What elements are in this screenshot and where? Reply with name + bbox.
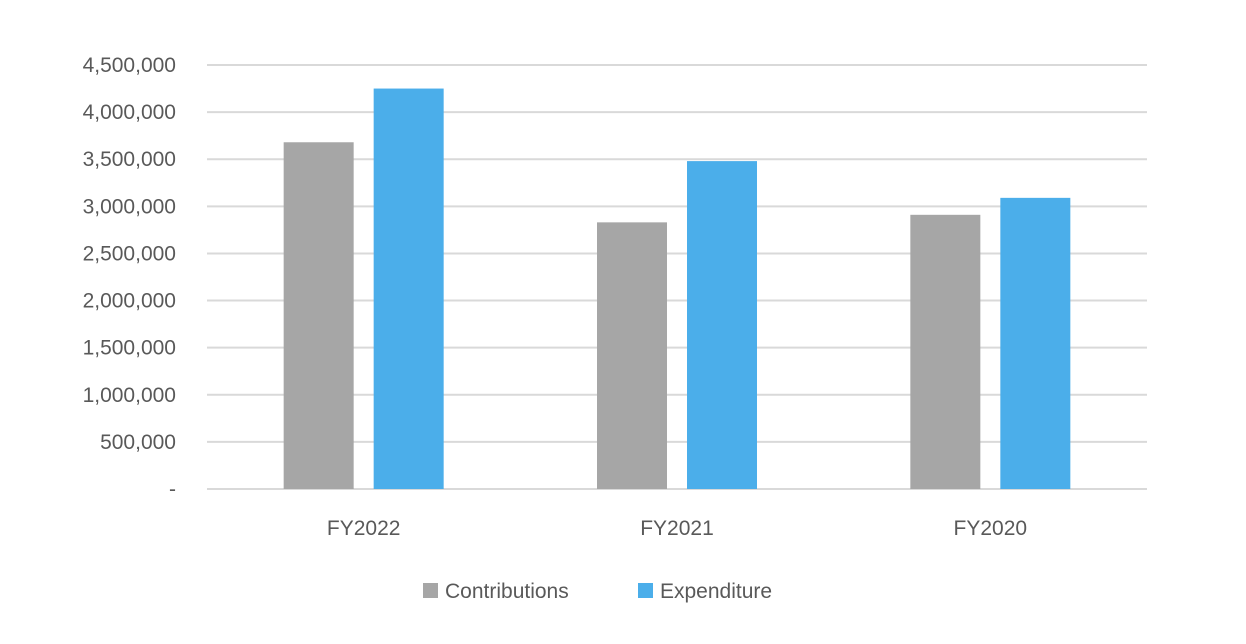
y-tick-label: 3,000,000: [83, 195, 176, 218]
bar-expenditure-fy2022: [373, 88, 444, 490]
x-axis-category-labels: FY2022 FY2021 FY2020: [327, 517, 1027, 540]
y-tick-label: 500,000: [100, 431, 176, 454]
y-tick-label: 1,000,000: [83, 384, 176, 407]
legend-swatch: [638, 583, 653, 598]
x-category-label: FY2020: [954, 517, 1028, 540]
legend-item-contributions[interactable]: Contributions: [423, 580, 569, 603]
legend-item-expenditure[interactable]: Expenditure: [638, 580, 772, 603]
bar-contributions-fy2021: [597, 222, 667, 489]
y-tick-label: 3,500,000: [83, 148, 176, 171]
gridlines: [207, 64, 1147, 490]
y-tick-label: 4,500,000: [83, 54, 176, 77]
bar-expenditure-fy2021: [687, 161, 757, 489]
x-category-label: FY2022: [327, 517, 401, 540]
legend-swatch: [423, 583, 438, 598]
bar-contributions-fy2020: [910, 214, 981, 489]
legend[interactable]: Contributions Expenditure: [423, 580, 772, 603]
y-tick-label: -: [169, 478, 176, 501]
bar-expenditure-fy2020: [1000, 197, 1071, 489]
y-tick-label: 2,000,000: [83, 290, 176, 313]
legend-label: Contributions: [445, 580, 569, 603]
x-category-label: FY2021: [640, 517, 714, 540]
bars: [283, 88, 1071, 490]
y-tick-label: 4,000,000: [83, 101, 176, 124]
y-tick-label: 2,500,000: [83, 242, 176, 265]
y-axis-tick-labels: - 500,000 1,000,000 1,500,000 2,000,000 2,500…: [83, 54, 176, 501]
y-tick-label: 1,500,000: [83, 337, 176, 360]
bar-contributions-fy2022: [283, 142, 354, 490]
legend-label: Expenditure: [660, 580, 772, 603]
